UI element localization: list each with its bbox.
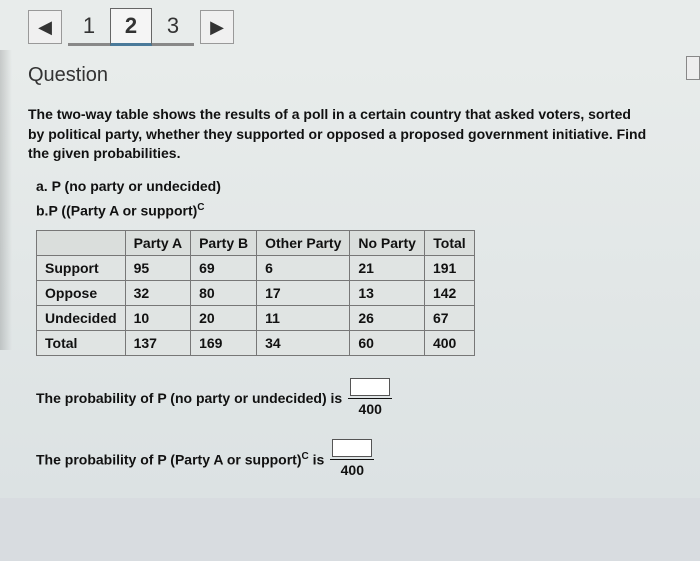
table-cell: 11: [257, 306, 350, 331]
answer-1-input[interactable]: [350, 378, 390, 396]
table-header: [37, 231, 126, 256]
table-cell: 26: [350, 306, 425, 331]
table-cell: 32: [125, 281, 191, 306]
chevron-left-icon: ◀: [38, 17, 52, 38]
page-tabs: 1 2 3: [68, 8, 194, 46]
page-tab-3[interactable]: 3: [152, 8, 194, 46]
part-a: a. P (no party or undecided): [28, 178, 672, 194]
page-tab-2[interactable]: 2: [110, 8, 152, 46]
table-row: Total 137 169 34 60 400: [37, 331, 475, 356]
question-prompt: The two-way table shows the results of a…: [28, 105, 648, 164]
next-arrow[interactable]: ▶: [200, 10, 234, 44]
table-cell: 69: [191, 256, 257, 281]
table-cell: 13: [350, 281, 425, 306]
table-cell: Undecided: [37, 306, 126, 331]
table-row: Oppose 32 80 17 13 142: [37, 281, 475, 306]
chevron-right-icon: ▶: [210, 17, 224, 38]
table-cell: 10: [125, 306, 191, 331]
table-cell: 20: [191, 306, 257, 331]
answer-2-prefix: The probability of P (Party A or support…: [36, 451, 302, 467]
part-b-text: b.P ((Party A or support): [36, 202, 197, 218]
results-table: Party A Party B Other Party No Party Tot…: [36, 230, 475, 356]
table-header: No Party: [350, 231, 425, 256]
question-heading: Question: [28, 64, 672, 87]
fraction-bar: [348, 398, 392, 399]
table-header: Party A: [125, 231, 191, 256]
table-header: Party B: [191, 231, 257, 256]
answer-2-denominator: 400: [341, 462, 364, 478]
table-cell: 67: [424, 306, 474, 331]
table-cell: Oppose: [37, 281, 126, 306]
answer-2-suffix: is: [309, 451, 325, 467]
table-cell: Support: [37, 256, 126, 281]
answer-2-superscript: C: [302, 451, 309, 462]
table-cell: 17: [257, 281, 350, 306]
table-header: Total: [424, 231, 474, 256]
table-row: Support 95 69 6 21 191: [37, 256, 475, 281]
question-content: Question The two-way table shows the res…: [0, 54, 700, 498]
page-tab-1[interactable]: 1: [68, 8, 110, 46]
part-b: b.P ((Party A or support)C: [28, 202, 672, 219]
answer-2-fraction: 400: [330, 439, 374, 478]
table-cell: 80: [191, 281, 257, 306]
table-cell: 400: [424, 331, 474, 356]
fraction-bar: [330, 459, 374, 460]
table-row: Undecided 10 20 11 26 67: [37, 306, 475, 331]
answer-1-text: The probability of P (no party or undeci…: [36, 390, 342, 406]
table-cell: 21: [350, 256, 425, 281]
answer-2-text: The probability of P (Party A or support…: [36, 451, 324, 468]
table-cell: 60: [350, 331, 425, 356]
part-b-superscript: C: [197, 202, 204, 213]
table-cell: 95: [125, 256, 191, 281]
page-nav: ◀ 1 2 3 ▶: [0, 0, 700, 54]
answer-line-2: The probability of P (Party A or support…: [28, 439, 672, 478]
table-cell: Total: [37, 331, 126, 356]
table-cell: 6: [257, 256, 350, 281]
answer-line-1: The probability of P (no party or undeci…: [28, 378, 672, 417]
table-cell: 142: [424, 281, 474, 306]
answer-2-input[interactable]: [332, 439, 372, 457]
prev-arrow[interactable]: ◀: [28, 10, 62, 44]
answer-1-fraction: 400: [348, 378, 392, 417]
right-panel-edge: [686, 56, 700, 80]
table-cell: 169: [191, 331, 257, 356]
table-cell: 137: [125, 331, 191, 356]
table-cell: 191: [424, 256, 474, 281]
table-header-row: Party A Party B Other Party No Party Tot…: [37, 231, 475, 256]
table-header: Other Party: [257, 231, 350, 256]
table-cell: 34: [257, 331, 350, 356]
answer-1-denominator: 400: [359, 401, 382, 417]
